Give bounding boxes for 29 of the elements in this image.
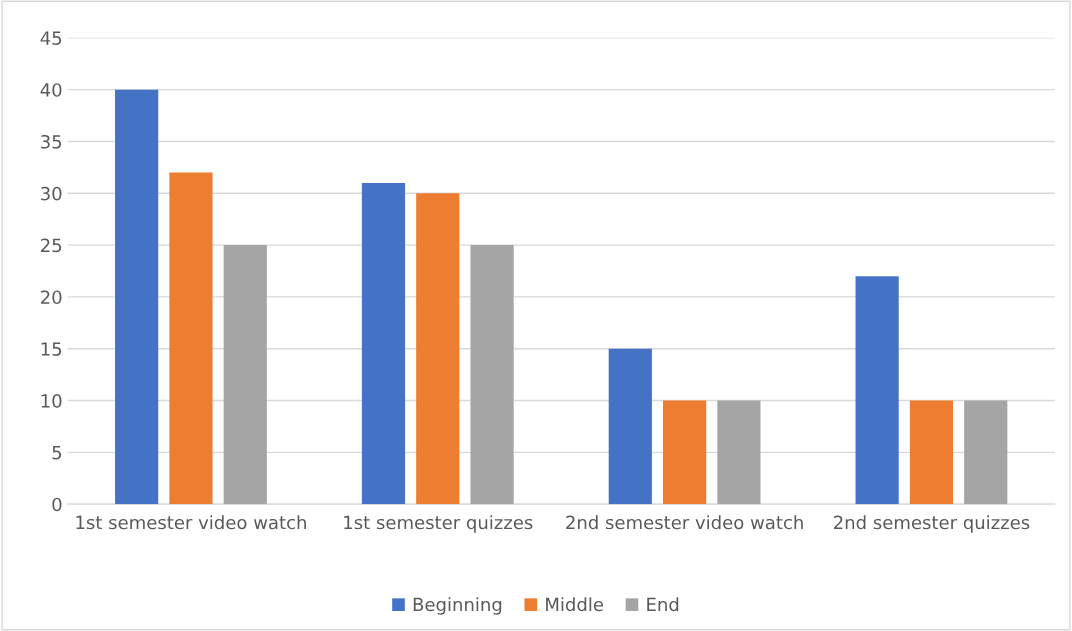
y-tick-label: 20 [41,290,62,305]
x-tick-label: 2nd semester video watch [566,515,803,530]
y-tick-label: 10 [41,394,62,408]
bar [663,400,707,505]
bar [223,245,267,505]
bar [416,193,460,505]
y-tick-label: 15 [41,342,62,356]
legend-label: Beginning [413,597,502,615]
bar [608,348,652,505]
x-tick-label: 1st semester quizzes [344,515,533,533]
bar [855,276,899,505]
bar [115,89,159,505]
bar [470,245,514,505]
x-tick-label: 2nd semester quizzes [834,515,1030,533]
y-tick-label: 0 [52,497,62,512]
y-tick-label: 30 [41,186,62,201]
y-tick-label: 35 [41,134,62,149]
legend-label: End [647,597,679,612]
y-tick-label: 5 [52,446,62,460]
bar [361,182,406,505]
x-tick-label: 1st semester video watch [76,515,306,530]
y-tick-label: 25 [41,238,62,253]
legend-label: Middle [546,597,604,612]
y-tick-label: 45 [40,31,62,45]
y-tick-label: 40 [40,83,62,97]
bar [964,400,1008,505]
bar [169,172,213,505]
bar [909,400,954,505]
bar [717,400,761,505]
